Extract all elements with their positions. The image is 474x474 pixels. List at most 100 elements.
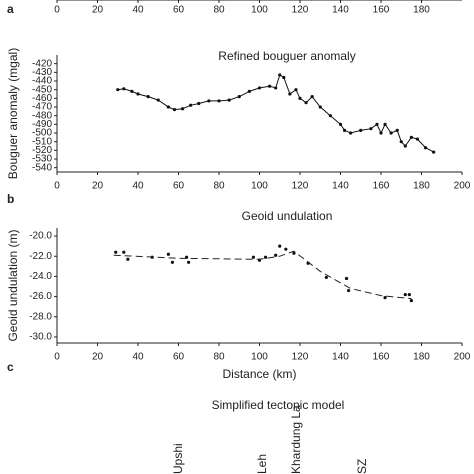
- x-tick-label: 180: [413, 352, 430, 363]
- data-point: [156, 98, 160, 102]
- data-point: [432, 150, 436, 154]
- data-point: [122, 87, 126, 91]
- y-tick-label: -530: [32, 154, 52, 165]
- x-tick-label: 40: [132, 352, 144, 363]
- y-tick-label: -420: [32, 58, 52, 69]
- y-tick-label: -24.0: [29, 271, 52, 282]
- data-point: [318, 105, 322, 109]
- data-point: [389, 131, 393, 135]
- x-tick-label: 180: [413, 181, 430, 192]
- x-tick-label: 160: [373, 5, 390, 16]
- y-tick-label: -28.0: [29, 311, 52, 322]
- data-point: [328, 114, 332, 118]
- data-point: [227, 98, 231, 102]
- data-point: [369, 127, 373, 131]
- data-point: [274, 86, 278, 90]
- panel-label: b: [7, 192, 14, 206]
- model-title: Simplified tectonic model: [212, 398, 345, 412]
- x-tick-label: 80: [213, 181, 225, 192]
- data-point: [347, 288, 351, 293]
- data-point: [284, 247, 288, 251]
- y-tick-label: -500: [32, 128, 52, 139]
- x-tick-label: 60: [173, 181, 185, 192]
- data-point: [294, 88, 298, 92]
- data-point: [278, 244, 282, 248]
- data-point: [310, 95, 314, 99]
- data-point: [136, 92, 140, 96]
- x-tick-label: 140: [332, 5, 349, 16]
- data-point: [349, 131, 353, 135]
- data-point: [166, 252, 170, 256]
- chart-title: Geoid undulation: [242, 209, 333, 223]
- x-tick-label: 100: [251, 352, 268, 363]
- y-tick-label: -490: [32, 119, 52, 130]
- data-point: [409, 135, 413, 139]
- x-tick-label: 180: [413, 5, 430, 16]
- data-point: [274, 253, 278, 257]
- x-tick-label: 120: [292, 181, 309, 192]
- data-point: [415, 137, 420, 141]
- data-point: [170, 260, 175, 264]
- trend-line: [113, 250, 412, 300]
- data-point: [122, 250, 126, 254]
- data-point: [114, 250, 118, 254]
- x-tick-label: 20: [92, 352, 104, 363]
- data-point: [399, 140, 403, 144]
- data-point: [189, 103, 193, 107]
- x-tick-label: 20: [92, 181, 104, 192]
- y-tick-label: -430: [32, 67, 52, 78]
- data-point: [197, 101, 201, 106]
- x-tick-label: 0: [54, 352, 60, 363]
- panel-label: c: [7, 360, 14, 374]
- y-tick-label: -20.0: [29, 231, 52, 242]
- y-tick-label: -460: [32, 93, 52, 104]
- y-tick-label: -540: [32, 162, 52, 173]
- x-axis-label: Distance (km): [222, 367, 296, 381]
- x-tick-label: 80: [213, 5, 225, 16]
- x-tick-label: 160: [373, 352, 390, 363]
- chart-title: Refined bouguer anomaly: [218, 49, 355, 63]
- x-tick-label: 0: [54, 181, 60, 192]
- data-point: [359, 128, 363, 132]
- data-point: [298, 96, 302, 100]
- data-point: [207, 99, 211, 103]
- data-point: [116, 88, 120, 92]
- data-point: [379, 131, 383, 135]
- data-point: [375, 122, 379, 126]
- place-label: Khardung La: [289, 405, 303, 474]
- data-point: [263, 255, 268, 259]
- place-label: SZ: [355, 459, 369, 474]
- x-tick-label: 100: [251, 5, 268, 16]
- place-label: Leh: [255, 454, 269, 474]
- data-point: [409, 299, 413, 303]
- y-tick-label: -510: [32, 136, 52, 147]
- x-tick-label: 120: [292, 5, 309, 16]
- y-tick-label: -470: [32, 102, 52, 113]
- data-point: [237, 95, 241, 99]
- data-point: [338, 122, 343, 126]
- data-point: [344, 276, 349, 281]
- data-point: [383, 296, 387, 300]
- data-point: [282, 75, 286, 80]
- data-point: [324, 275, 328, 280]
- x-tick-label: 0: [54, 5, 60, 16]
- y-axis-label: Bouguer anomaly (mgal): [6, 48, 20, 179]
- data-point: [423, 146, 428, 150]
- x-tick-label: 60: [173, 5, 185, 16]
- x-tick-label: 200: [454, 181, 471, 192]
- y-tick-label: -480: [32, 110, 52, 121]
- data-point: [395, 128, 399, 132]
- data-point: [403, 144, 407, 148]
- y-tick-label: -26.0: [29, 291, 52, 302]
- x-tick-label: 140: [332, 181, 349, 192]
- data-point: [407, 292, 411, 297]
- data-point: [278, 73, 282, 77]
- data-point: [247, 89, 251, 93]
- x-tick-label: 140: [332, 352, 349, 363]
- y-tick-label: -520: [32, 145, 52, 156]
- data-point: [180, 107, 185, 111]
- x-tick-label: 60: [173, 352, 185, 363]
- data-point: [383, 122, 387, 126]
- x-tick-label: 160: [373, 181, 390, 192]
